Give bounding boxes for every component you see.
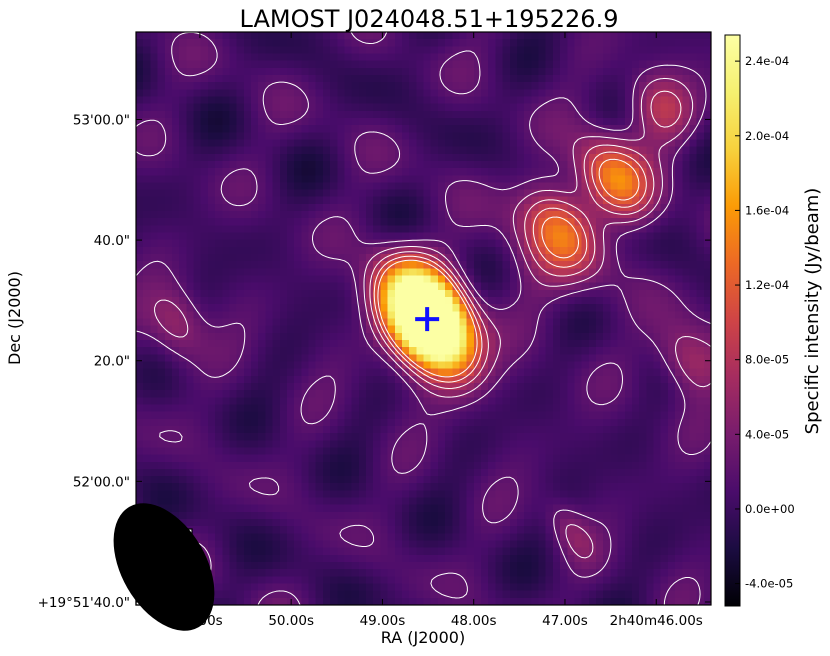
contour-lines (136, 32, 711, 605)
x-tick-label: 2h40m46.00s (610, 613, 703, 629)
contour-level (154, 77, 711, 559)
colorbar-tick-label: 8.0e-05 (745, 353, 789, 367)
y-tick-label: 20.0" (94, 354, 130, 370)
x-tick-label: 51.00s (177, 613, 223, 629)
x-tick-label: 47.00s (542, 613, 588, 629)
y-axis-label: Dec (J2000) (5, 271, 24, 365)
colorbar-tick-label: 4.0e-05 (745, 427, 789, 441)
contour-level (369, 90, 682, 389)
chart-title: LAMOST J024048.51+195226.9 (240, 5, 619, 33)
beam-ellipse (113, 503, 215, 631)
y-tick-label: +19°51'40.0" (38, 595, 130, 611)
colorbar-tick-label: 2.4e-04 (745, 54, 789, 68)
y-tick-label: 52'00.0" (73, 474, 130, 490)
contour-level (377, 158, 640, 378)
colorbar-tick-label: 1.2e-04 (745, 278, 789, 292)
x-axis-label: RA (J2000) (381, 628, 465, 647)
plot-frame (135, 31, 712, 606)
y-tick-label: 53'00.0" (73, 112, 130, 128)
colorbar-tick-label: 2.0e-04 (745, 129, 789, 143)
y-tick-label: 40.0" (94, 233, 130, 249)
colorbar-gradient (724, 34, 741, 607)
contour-level (373, 151, 647, 383)
x-tick-label: 50.00s (268, 613, 314, 629)
y-axis-ticks: 53'00.0" 40.0" 20.0" 52'00.0" +19°51'40.0" (38, 112, 711, 611)
contour-level (136, 32, 711, 605)
colorbar-label: Specific intensity (Jy/beam) (802, 188, 823, 435)
colorbar-ticks: 2.4e-04 2.0e-04 1.6e-04 1.2e-04 8.0e-05 4.0e-… (735, 54, 795, 591)
colorbar-tick-label: 1.6e-04 (745, 203, 789, 217)
x-tick-label: 49.00s (360, 613, 406, 629)
colorbar: 2.4e-04 2.0e-04 1.6e-04 1.2e-04 8.0e-05 4.0e-… (724, 34, 823, 607)
target-position-marker (415, 307, 440, 332)
x-tick-label: 48.00s (451, 613, 497, 629)
colorbar-tick-label: -4.0e-05 (745, 577, 793, 591)
x-axis-ticks: 51.00s 50.00s 49.00s 48.00s 47.00s 2h40m46.00… (177, 32, 703, 629)
colorbar-tick-label: 0.0e+00 (745, 502, 795, 516)
synthesized-beam (113, 503, 215, 631)
